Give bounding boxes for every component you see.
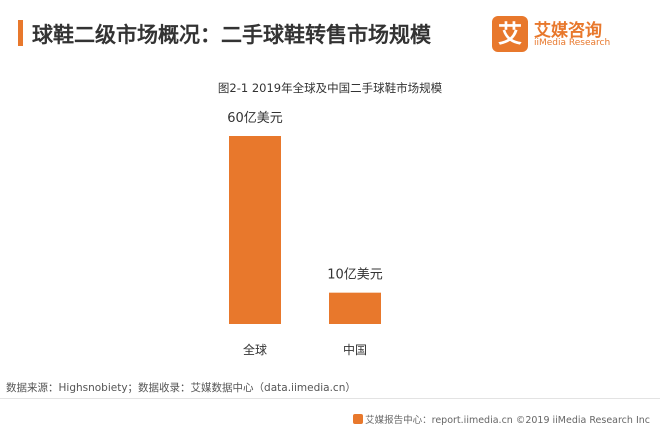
- logo-name: 艾媒咨询: [534, 21, 602, 41]
- chart-title: 图2-1 2019年全球及中国二手球鞋市场规模: [217, 81, 443, 95]
- page-title: 球鞋二级市场概况：二手球鞋转售市场规模: [32, 23, 431, 47]
- data-label: 10亿美元: [327, 268, 383, 283]
- footer-credit: 艾媒报告中心：report.iimedia.cn ©2019 iiMedia R…: [353, 412, 650, 426]
- bar-global: [229, 136, 281, 324]
- category-label: 全球: [243, 342, 267, 357]
- title-accent-bar: [18, 20, 23, 46]
- data-source: 数据来源：Highsnobiety；数据收录：艾媒数据中心（data.iimed…: [6, 382, 356, 394]
- data-label: 60亿美元: [227, 111, 283, 126]
- report-center-icon: [353, 414, 364, 424]
- logo-subtitle: iiMedia Research: [534, 38, 611, 48]
- bar-china: [329, 292, 381, 324]
- footer-divider: [0, 398, 660, 399]
- category-label: 中国: [343, 342, 367, 357]
- brand-logo: 艾 艾媒咨询 iiMedia Research: [492, 16, 642, 54]
- footer-credit-text: 艾媒报告中心：report.iimedia.cn ©2019 iiMedia R…: [365, 415, 650, 426]
- logo-mark-icon: 艾: [492, 16, 528, 52]
